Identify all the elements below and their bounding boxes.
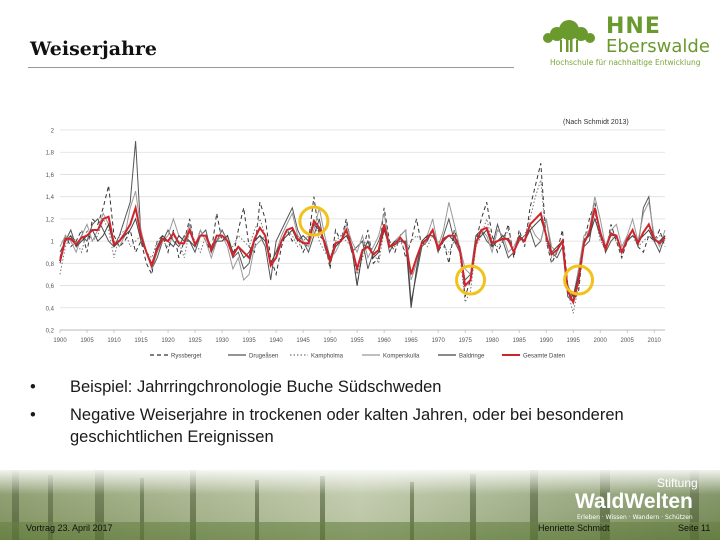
tree-logo-icon [543,20,595,52]
y-tick-label: 1,6 [46,173,55,179]
chart-annotation: (Nach Schmidt 2013) [563,119,629,126]
bullet-text: Beispiel: Jahrringchronologie Buche Süds… [70,378,442,396]
y-tick-label: 2 [51,129,55,135]
waldwelten-subtitle: Erleben · Wissen · Wandern · Schützen [577,514,693,521]
waldwelten-name: WaldWelten [575,490,693,513]
highlight-circle [298,205,330,237]
x-tick-label: 1945 [296,338,310,344]
y-tick-label: 1 [51,240,55,246]
footer-date: Vortrag 23. April 2017 [26,523,113,533]
waldwelten-logo: Stiftung WaldWelten Erleben · Wissen · W… [575,476,715,521]
bullet-list: • Beispiel: Jahrringchronologie Buche Sü… [30,376,650,454]
x-tick-label: 1985 [512,338,526,344]
forest-footer-image [0,470,720,540]
series-line [59,141,666,304]
y-tick-label: 0,4 [46,306,55,312]
x-tick-label: 1990 [539,338,553,344]
series-line [59,203,666,306]
x-tick-label: 1900 [53,338,67,344]
legend-label: Kampholma [311,354,344,360]
tree-ring-chart: (Nach Schmidt 2013) 0,2 0,4 0,6 0,8 1 1,2 1,4 1,… [46,119,666,360]
x-tick-label: 2010 [648,338,662,344]
x-tick-label: 1910 [107,338,121,344]
x-tick-label: 1920 [161,338,175,344]
legend-label: Drugeåsen [249,353,278,360]
y-tick-label: 0,6 [46,284,55,290]
x-tick-label: 2000 [593,338,607,344]
x-tick-label: 1995 [566,338,580,344]
bullet-text: Negative Weiserjahre in trockenen oder k… [70,406,624,446]
x-tick-label: 1940 [269,338,283,344]
logo-subtitle: Hochschule für nachhaltige Entwicklung [550,58,701,67]
x-tick-label: 1935 [242,338,256,344]
x-tick-label: 1955 [350,338,364,344]
bullet-dot: • [30,378,36,396]
legend-label: Ryssberget [171,354,202,360]
y-tick-label: 0,2 [46,329,55,335]
legend-label: Gesamte Daten [523,354,565,360]
x-tick-label: 1960 [377,338,391,344]
x-tick-label: 1915 [134,338,148,344]
x-tick-label: 1925 [188,338,202,344]
series-line [59,190,666,298]
x-tick-label: 1950 [323,338,337,344]
bullet-item: • Negative Weiserjahre in trockenen oder… [30,404,650,448]
slide-title: Weiserjahre [30,38,157,60]
y-tick-label: 1,4 [46,195,55,201]
legend-label: Baldringe [459,354,485,360]
highlight-circle [455,264,487,296]
bullet-item: • Beispiel: Jahrringchronologie Buche Sü… [30,376,650,398]
logo-eberswalde: Eberswalde [606,36,710,57]
x-tick-label: 1975 [458,338,472,344]
hne-logo: HNE Eberswalde Hochschule für nachhaltig… [538,14,710,72]
legend-label: Komperskulla [383,354,420,360]
highlight-circle [563,264,595,296]
bullet-dot: • [30,406,36,424]
x-tick-label: 1930 [215,338,229,344]
x-tick-label: 1980 [485,338,499,344]
series-line [59,163,666,304]
y-tick-label: 1,8 [46,151,55,157]
title-rule [28,67,514,68]
footer-author: Henriette Schmidt [538,523,610,533]
x-tick-label: 1965 [404,338,418,344]
x-tick-label: 1905 [80,338,94,344]
waldwelten-stiftung: Stiftung [657,476,698,490]
x-tick-label: 1970 [431,338,445,344]
y-tick-label: 1,2 [46,217,55,223]
footer-page-number: Seite 11 [678,523,711,533]
x-tick-label: 2005 [621,338,635,344]
y-tick-label: 0,8 [46,262,55,268]
logo-hne: HNE [606,14,661,39]
